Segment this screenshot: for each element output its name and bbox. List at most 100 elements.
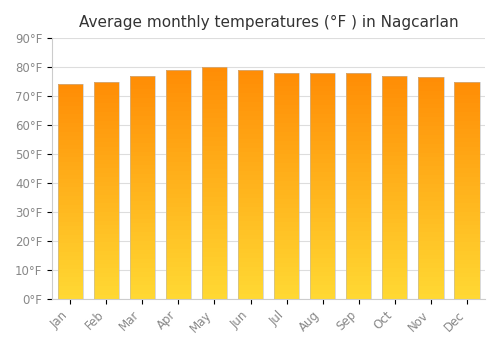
Bar	[94, 294, 119, 299]
Bar	[382, 192, 407, 196]
Bar	[130, 290, 155, 294]
Bar	[166, 102, 191, 107]
Bar	[166, 152, 191, 157]
Bar	[310, 285, 336, 290]
Bar	[310, 141, 336, 145]
Bar	[310, 86, 336, 91]
Bar	[418, 184, 444, 188]
Bar	[202, 109, 227, 113]
Bar	[418, 113, 444, 117]
Bar	[238, 253, 263, 258]
Bar	[454, 260, 479, 264]
Bar	[202, 72, 227, 76]
Bar	[454, 195, 479, 199]
Bar	[58, 278, 83, 282]
Bar	[58, 282, 83, 286]
Bar	[130, 85, 155, 89]
Bar	[130, 112, 155, 116]
Bar	[58, 273, 83, 278]
Bar	[418, 206, 444, 210]
Bar	[58, 187, 83, 192]
Bar	[454, 168, 479, 173]
Bar	[130, 196, 155, 201]
Bar	[58, 256, 83, 260]
Bar	[130, 263, 155, 268]
Bar	[382, 183, 407, 187]
Bar	[202, 123, 227, 127]
Bar	[238, 198, 263, 203]
Bar	[202, 257, 227, 262]
Bar	[238, 248, 263, 253]
Bar	[310, 100, 336, 105]
Bar	[346, 82, 372, 86]
Bar	[238, 70, 263, 299]
Bar	[58, 175, 83, 179]
Bar	[346, 231, 372, 236]
Bar	[166, 70, 191, 299]
Bar	[58, 119, 83, 123]
Bar	[346, 204, 372, 209]
Bar	[130, 143, 155, 147]
Bar	[202, 220, 227, 225]
Bar	[382, 290, 407, 294]
Bar	[130, 250, 155, 254]
Bar	[274, 168, 299, 172]
Bar	[454, 199, 479, 203]
Bar	[346, 145, 372, 150]
Bar	[454, 273, 479, 277]
Bar	[382, 232, 407, 236]
Bar	[454, 142, 479, 147]
Bar	[238, 70, 263, 75]
Bar	[130, 116, 155, 120]
Bar	[166, 111, 191, 116]
Bar	[94, 286, 119, 290]
Bar	[94, 82, 119, 86]
Bar	[346, 141, 372, 145]
Bar	[274, 109, 299, 113]
Bar	[382, 228, 407, 232]
Bar	[58, 247, 83, 252]
Bar	[310, 272, 336, 276]
Bar	[202, 206, 227, 211]
Bar	[202, 262, 227, 266]
Bar	[130, 76, 155, 299]
Bar	[58, 102, 83, 106]
Bar	[130, 169, 155, 174]
Bar	[166, 88, 191, 93]
Bar	[202, 252, 227, 257]
Bar	[202, 67, 227, 299]
Bar	[418, 224, 444, 228]
Bar	[346, 172, 372, 177]
Bar	[346, 254, 372, 258]
Bar	[166, 180, 191, 184]
Bar	[238, 75, 263, 79]
Bar	[310, 217, 336, 222]
Bar	[58, 136, 83, 140]
Bar	[130, 129, 155, 134]
Bar	[454, 82, 479, 299]
Bar	[454, 225, 479, 229]
Bar	[274, 100, 299, 105]
Bar	[274, 122, 299, 127]
Bar	[310, 154, 336, 159]
Bar	[130, 187, 155, 192]
Bar	[166, 107, 191, 111]
Bar	[310, 113, 336, 118]
Bar	[238, 216, 263, 221]
Bar	[58, 158, 83, 162]
Bar	[94, 195, 119, 199]
Bar	[94, 82, 119, 299]
Bar	[94, 260, 119, 264]
Bar	[238, 171, 263, 175]
Bar	[94, 182, 119, 186]
Bar	[202, 146, 227, 150]
Bar	[454, 281, 479, 286]
Bar	[238, 239, 263, 244]
Bar	[274, 141, 299, 145]
Bar	[94, 273, 119, 277]
Bar	[58, 222, 83, 226]
Bar	[166, 290, 191, 294]
Bar	[310, 82, 336, 86]
Bar	[274, 222, 299, 226]
Bar	[418, 197, 444, 201]
